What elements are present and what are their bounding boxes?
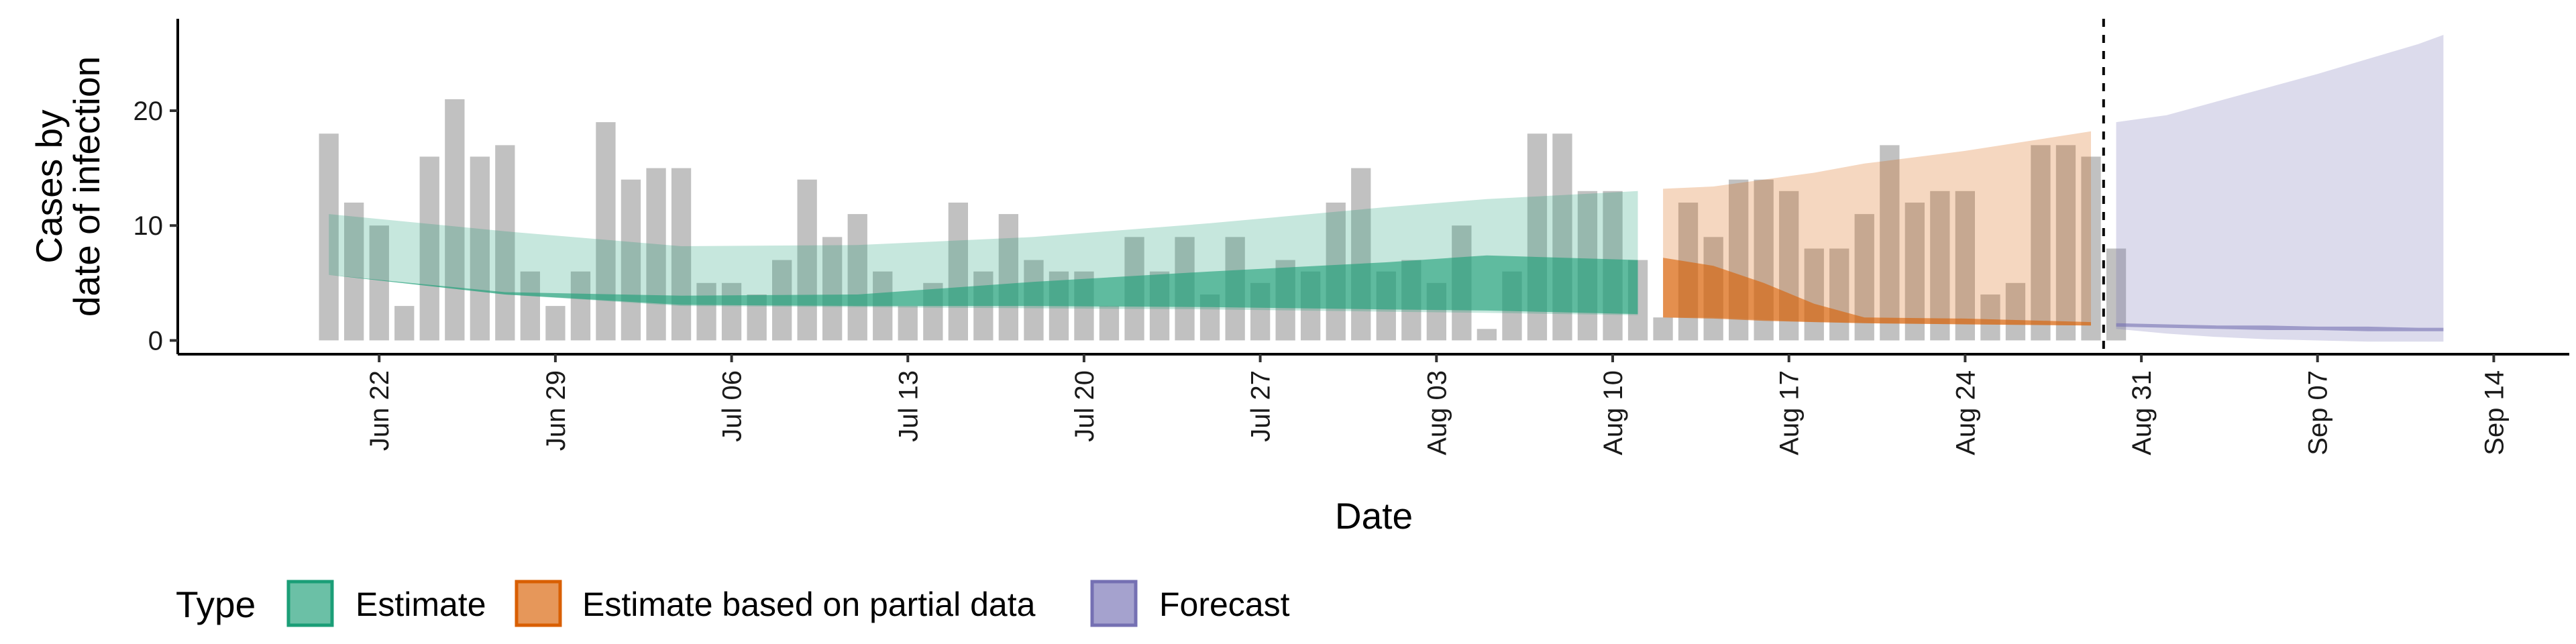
case-bar	[671, 168, 692, 341]
case-bar	[394, 306, 415, 341]
case-bar	[2031, 145, 2051, 341]
case-bar	[470, 156, 490, 341]
case-bar	[419, 156, 439, 341]
x-tick-label: Aug 03	[1422, 370, 1452, 455]
case-bar	[319, 133, 339, 341]
estimate-based-on-partial-data-outer-band	[1663, 131, 2091, 326]
case-bar	[2055, 145, 2076, 341]
x-tick-label: Aug 31	[2127, 370, 2157, 455]
forecast-inner-band	[2116, 323, 2444, 331]
legend: Type Estimate Estimate based on partial …	[176, 580, 1290, 627]
legend-key-estimate	[286, 580, 334, 627]
case-bar	[1980, 294, 2000, 341]
case-bar	[1880, 145, 1900, 341]
x-axis-title: Date	[1335, 495, 1413, 537]
y-tick-label: 20	[133, 97, 164, 126]
case-bar	[1829, 248, 1849, 341]
legend-label-estimate-partial: Estimate based on partial data	[582, 586, 1036, 623]
case-bar	[998, 214, 1018, 341]
x-tick-label: Jul 20	[1070, 370, 1099, 442]
y-tick-label: 0	[148, 327, 163, 356]
case-bar	[822, 237, 843, 341]
x-tick-label: Jul 13	[894, 370, 923, 442]
case-bar	[621, 179, 641, 341]
x-axis-ticks: Jun 22 Jun 29 Jul 06 Jul 13 Jul 20 Jul 27 Aug …	[365, 354, 2509, 455]
legend-key-forecast	[1090, 580, 1138, 627]
case-bar	[2005, 282, 2026, 341]
case-bar	[696, 282, 716, 341]
y-axis-ticks: 0 10 20	[133, 97, 178, 356]
x-tick-label: Aug 24	[1951, 370, 1980, 455]
case-bar	[646, 168, 666, 341]
case-bar	[545, 306, 566, 341]
case-bar	[520, 271, 540, 341]
estimate-inner-band	[329, 255, 1638, 315]
case-bar	[948, 203, 968, 341]
x-tick-label: Jun 22	[365, 370, 394, 451]
case-bar	[847, 214, 867, 341]
legend-key-estimate-partial	[515, 580, 562, 627]
case-bar	[445, 99, 465, 341]
x-tick-label: Aug 17	[1775, 370, 1805, 455]
case-bar	[344, 203, 364, 341]
case-bar	[1351, 168, 1371, 341]
case-bar	[1804, 248, 1824, 341]
y-axis-title-line-1: Cases by	[28, 109, 70, 264]
case-bar	[797, 179, 817, 341]
legend-label-forecast: Forecast	[1159, 586, 1290, 623]
case-bar	[2081, 156, 2101, 341]
x-tick-label: Jul 06	[718, 370, 747, 442]
x-tick-label: Jul 27	[1246, 370, 1276, 442]
case-bar	[1955, 191, 1975, 341]
plot-area: 0 10 20 Jun 22 Jun 29 Jul 06 Jul 13 Jul 20 Jul …	[133, 19, 2569, 455]
legend-label-estimate: Estimate	[356, 586, 486, 623]
case-bar	[1477, 329, 1497, 341]
case-bar	[1930, 191, 1950, 341]
case-bar	[596, 122, 616, 341]
case-bar	[1099, 306, 1120, 341]
x-tick-label: Jun 29	[541, 370, 571, 451]
case-bar	[721, 282, 742, 341]
x-tick-label: Aug 10	[1599, 370, 1628, 455]
case-bar	[495, 145, 515, 341]
case-bar	[369, 225, 389, 341]
x-tick-label: Sep 07	[2304, 370, 2333, 455]
case-bar	[1904, 203, 1925, 341]
ribbons-layer	[329, 35, 2444, 342]
estimate-based-on-partial-data-inner-band	[1663, 258, 2091, 326]
case-bar	[570, 271, 591, 341]
case-bar	[898, 306, 918, 341]
y-tick-label: 10	[133, 211, 164, 241]
forecast-outer-band	[2116, 35, 2444, 342]
legend-title: Type	[176, 584, 256, 625]
y-axis-title-line-2: date of infection	[66, 56, 107, 317]
case-bar	[1653, 317, 1673, 341]
x-tick-label: Sep 14	[2479, 370, 2509, 455]
